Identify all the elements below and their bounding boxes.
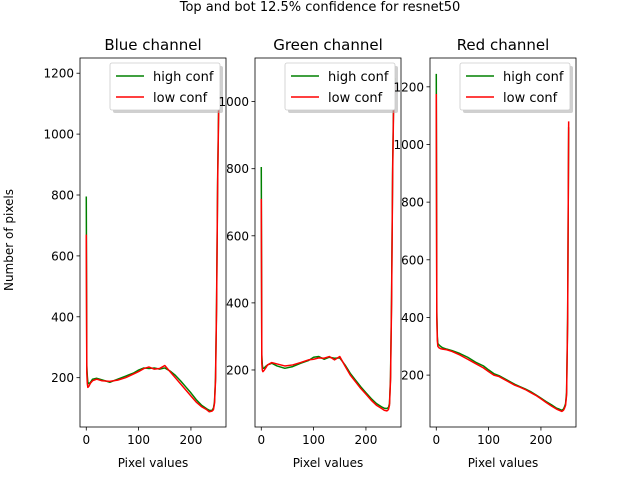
red-high-conf-line (435, 73, 570, 412)
green-legend-label-low-conf: low conf (328, 91, 383, 106)
green-xlabel: Pixel values (293, 456, 364, 470)
red-channel-panel: 0 100 200 200 400 600 800 1000 1200 Red channel Pi… (393, 36, 577, 470)
green-xtick-label: 100 (302, 433, 325, 447)
blue-ytick-label: 1000 (43, 128, 74, 142)
green-ytick-label: 1000 (218, 95, 249, 109)
red-xtick-label: 200 (529, 433, 552, 447)
green-panel-title: Green channel (273, 36, 383, 54)
green-legend: high conf low conf (284, 62, 398, 113)
blue-ytick-label: 800 (51, 189, 74, 203)
red-ytick-label: 800 (401, 196, 424, 210)
red-panel-title: Red channel (457, 36, 550, 54)
green-low-conf-line (260, 84, 396, 412)
red-ytick-label: 200 (401, 369, 424, 383)
blue-legend-box (109, 62, 221, 111)
blue-channel-panel: 0 100 200 200 400 600 800 1000 1200 Blue channel P… (43, 36, 227, 470)
red-legend-label-high-conf: high conf (503, 70, 564, 85)
red-ytick-label: 1000 (393, 138, 424, 152)
red-legend-box (459, 62, 571, 111)
green-legend-label-high-conf: high conf (328, 70, 389, 85)
blue-legend: high conf low conf (109, 62, 223, 113)
blue-xtick-label: 200 (179, 433, 202, 447)
green-xtick-label: 0 (257, 433, 265, 447)
green-ytick-label: 800 (226, 162, 249, 176)
blue-ytick-label: 600 (51, 249, 74, 263)
red-low-conf-line (435, 94, 570, 413)
blue-xlabel: Pixel values (118, 456, 189, 470)
figure-suptitle: Top and bot 12.5% confidence for resnet5… (179, 0, 461, 15)
red-legend-label-low-conf: low conf (503, 91, 558, 106)
red-ytick-label: 400 (401, 311, 424, 325)
green-ytick-label: 400 (226, 296, 249, 310)
green-channel-panel: 0 100 200 200 400 600 800 1000 Green channel Pixe… (218, 36, 402, 470)
red-xtick-label: 0 (432, 433, 440, 447)
red-axes-frame (429, 57, 577, 428)
red-xlabel: Pixel values (468, 456, 539, 470)
blue-ytick-label: 1200 (43, 67, 74, 81)
green-legend-box (284, 62, 396, 111)
red-ytick-label: 1200 (393, 80, 424, 94)
red-xtick-label: 100 (477, 433, 500, 447)
blue-legend-label-high-conf: high conf (153, 70, 214, 85)
green-xtick-label: 200 (354, 433, 377, 447)
blue-ytick-label: 400 (51, 310, 74, 324)
blue-ytick-label: 200 (51, 371, 74, 385)
green-ytick-label: 200 (226, 363, 249, 377)
blue-panel-title: Blue channel (104, 36, 201, 54)
blue-low-conf-line (85, 97, 221, 413)
green-axes-frame (254, 57, 402, 428)
red-legend: high conf low conf (459, 62, 573, 113)
blue-xtick-label: 0 (82, 433, 90, 447)
green-ytick-label: 600 (226, 229, 249, 243)
red-ytick-label: 600 (401, 253, 424, 267)
blue-xtick-label: 100 (127, 433, 150, 447)
blue-legend-label-low-conf: low conf (153, 91, 208, 106)
figure-ylabel: Number of pixels (2, 189, 16, 291)
blue-axes-frame (79, 57, 227, 428)
